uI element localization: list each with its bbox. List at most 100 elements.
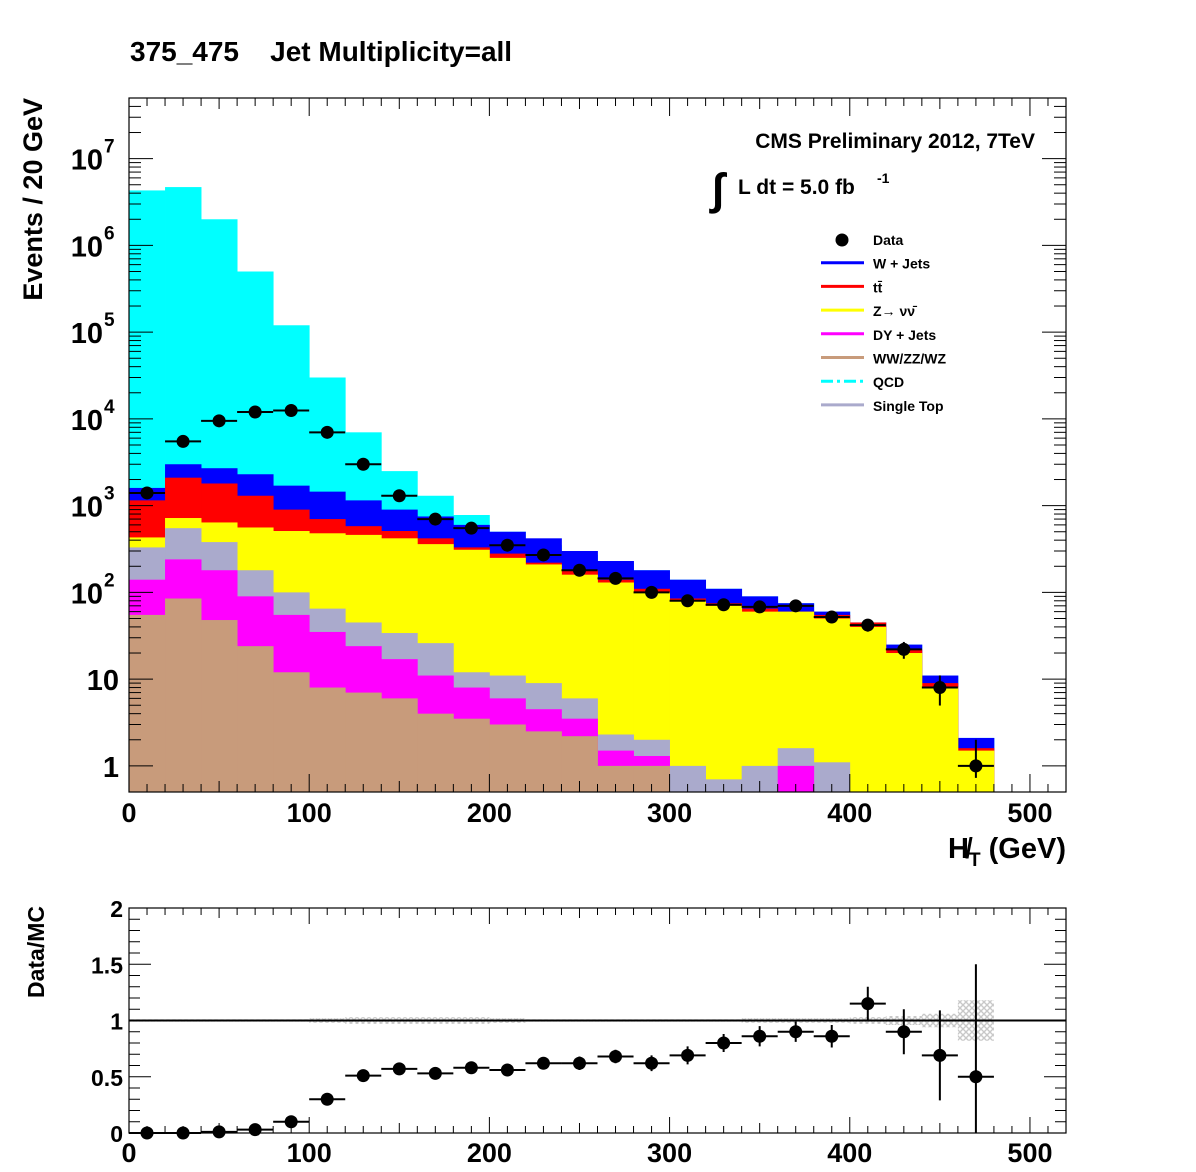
ratio-marker: [789, 1025, 803, 1039]
ratio-point: [885, 1009, 922, 1055]
data-marker: [681, 594, 695, 608]
data-point: [633, 585, 670, 599]
y-tick-exponent: 4: [104, 397, 115, 418]
stack-bar-diboson: [129, 614, 166, 792]
y-tick-exponent: 2: [104, 570, 115, 591]
ratio-point: [957, 964, 994, 1133]
data-point: [597, 571, 634, 585]
stack-bar-diboson: [237, 646, 274, 792]
y-tick-label: 10: [71, 405, 103, 437]
data-marker: [645, 585, 659, 599]
data-marker: [861, 618, 875, 632]
ratio-point: [777, 1021, 814, 1042]
data-marker: [248, 405, 262, 419]
y-tick-exponent: 5: [104, 310, 115, 331]
ratio-marker: [320, 1092, 334, 1106]
stack-bar-diboson: [201, 620, 238, 792]
x-tick-label: 400: [827, 798, 872, 828]
stack-area: [129, 187, 995, 792]
data-marker: [284, 403, 298, 417]
ratio-marker: [969, 1070, 983, 1084]
stack-bar-diboson: [345, 692, 382, 792]
y-tick-label: 10: [87, 665, 119, 697]
integral-sign: ∫: [709, 165, 728, 214]
ratio-point: [633, 1055, 670, 1072]
lumi-exponent: -1: [877, 170, 890, 186]
data-marker: [500, 538, 514, 552]
y-tick-label: 1: [103, 752, 119, 784]
x-tick-label: 300: [647, 798, 692, 828]
ratio-x-tick-label: 400: [827, 1138, 872, 1168]
ratio-point: [561, 1056, 598, 1070]
legend-label: W + Jets: [873, 256, 930, 272]
ratio-marker: [825, 1029, 839, 1043]
data-point: [561, 563, 598, 577]
data-marker: [933, 681, 947, 695]
data-point: [273, 403, 310, 417]
stack-bar-diboson: [453, 718, 490, 792]
data-point: [165, 434, 202, 448]
legend-label: tt̄: [873, 279, 883, 295]
ratio-point: [741, 1026, 778, 1047]
y-tick-exponent: 6: [104, 223, 115, 244]
ratio-marker: [861, 997, 875, 1011]
x-tick-label: 200: [467, 798, 512, 828]
ratio-point: [489, 1063, 526, 1077]
stack-bar-znunu: [705, 605, 743, 792]
ratio-marker: [464, 1061, 478, 1075]
data-point: [417, 512, 454, 526]
annotation-group: CMS Preliminary 2012, 7TeV ∫ L dt = 5.0 …: [709, 130, 1035, 214]
data-point: [237, 405, 274, 419]
data-point: [813, 610, 850, 624]
y-tick-label: 10: [71, 145, 103, 177]
data-marker: [969, 759, 983, 773]
x-axis-title-subscript: T: [969, 850, 981, 871]
stack-bar-diboson: [165, 598, 202, 792]
data-marker: [717, 598, 731, 612]
ratio-point: [525, 1056, 562, 1070]
ratio-marker: [500, 1063, 514, 1077]
legend-label: DY + Jets: [873, 327, 936, 343]
data-marker: [825, 610, 839, 624]
stack-bar-diboson: [489, 724, 526, 792]
data-marker: [753, 600, 767, 614]
ratio-y-tick-label: 0.5: [91, 1065, 123, 1091]
ratio-point: [921, 1010, 958, 1101]
legend-label: Data: [873, 232, 904, 248]
ratio-point: [597, 1049, 634, 1064]
ratio-point: [345, 1069, 382, 1083]
ratio-marker: [609, 1050, 623, 1063]
ratio-marker: [536, 1056, 550, 1070]
ratio-plot-panel: 0 100 200 300 400 500 0 0.5 1 1.5 2 Data/MC: [23, 896, 1067, 1168]
data-point: [957, 739, 994, 778]
legend-label: WW/ZZ/WZ: [873, 351, 947, 367]
ratio-marker: [428, 1066, 442, 1080]
ratio-point: [813, 1025, 850, 1048]
y-tick-label: 10: [71, 492, 103, 524]
data-marker: [572, 563, 586, 577]
y-tick-label: 10: [71, 318, 103, 350]
data-point: [525, 548, 562, 562]
legend-label: Single Top: [873, 398, 944, 414]
x-tick-label: 100: [287, 798, 332, 828]
legend: Data W + Jets tt̄ Z→ νν̄ DY + Jets WW/ZZ/WZ QC…: [821, 232, 947, 414]
ratio-marker: [717, 1036, 731, 1050]
data-point: [849, 618, 886, 632]
ratio-x-tick-label: 0: [121, 1138, 136, 1168]
x-axis-title-symbol: H̸: [948, 833, 973, 865]
ratio-y-tick-label: 0: [110, 1121, 123, 1147]
stack-bar-znunu: [885, 653, 923, 792]
ratio-point: [381, 1062, 418, 1076]
ratio-point: [309, 1092, 346, 1106]
ratio-x-tick-label: 300: [647, 1138, 692, 1168]
legend-label: QCD: [873, 374, 904, 390]
data-marker: [536, 548, 550, 562]
ratio-marker: [572, 1056, 586, 1070]
ratio-marker: [284, 1115, 298, 1129]
ratio-y-tick-label: 2: [110, 896, 123, 922]
data-marker: [320, 425, 334, 439]
ratio-marker: [645, 1056, 659, 1070]
y-tick-label: 10: [71, 578, 103, 610]
data-marker: [212, 414, 226, 428]
